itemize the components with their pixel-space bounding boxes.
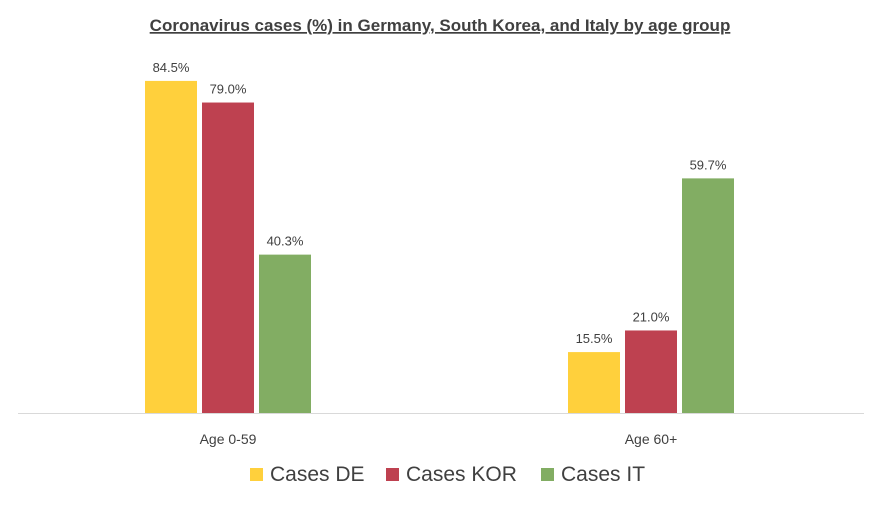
bar-cases-de-0 <box>145 80 197 413</box>
data-label: 21.0% <box>633 309 670 324</box>
data-label: 59.7% <box>690 157 727 172</box>
legend-label: Cases DE <box>270 463 365 486</box>
bar-cases-kor-0 <box>202 102 254 413</box>
x-tick-label: Age 60+ <box>625 431 678 447</box>
legend-swatch <box>541 468 554 481</box>
bars-layer <box>145 80 734 413</box>
data-label: 84.5% <box>153 60 190 75</box>
data-label: 40.3% <box>267 234 304 249</box>
bar-cases-it-1 <box>682 178 734 413</box>
bar-cases-de-1 <box>568 352 620 413</box>
legend-swatch <box>250 468 263 481</box>
data-label: 79.0% <box>210 82 247 97</box>
data-labels-layer: 84.5% 79.0% 40.3% 15.5% 21.0% 59.7% <box>153 60 727 346</box>
legend-label: Cases KOR <box>406 463 517 486</box>
legend-swatch <box>386 468 399 481</box>
legend-label: Cases IT <box>561 463 645 486</box>
x-tick-label: Age 0-59 <box>200 431 257 447</box>
legend: Cases DE Cases KOR Cases IT <box>250 463 645 486</box>
bar-cases-it-0 <box>259 254 311 413</box>
chart-title: Coronavirus cases (%) in Germany, South … <box>150 16 731 35</box>
x-tick-labels: Age 0-59 Age 60+ <box>200 431 678 447</box>
bar-cases-kor-1 <box>625 330 677 413</box>
data-label: 15.5% <box>576 331 613 346</box>
